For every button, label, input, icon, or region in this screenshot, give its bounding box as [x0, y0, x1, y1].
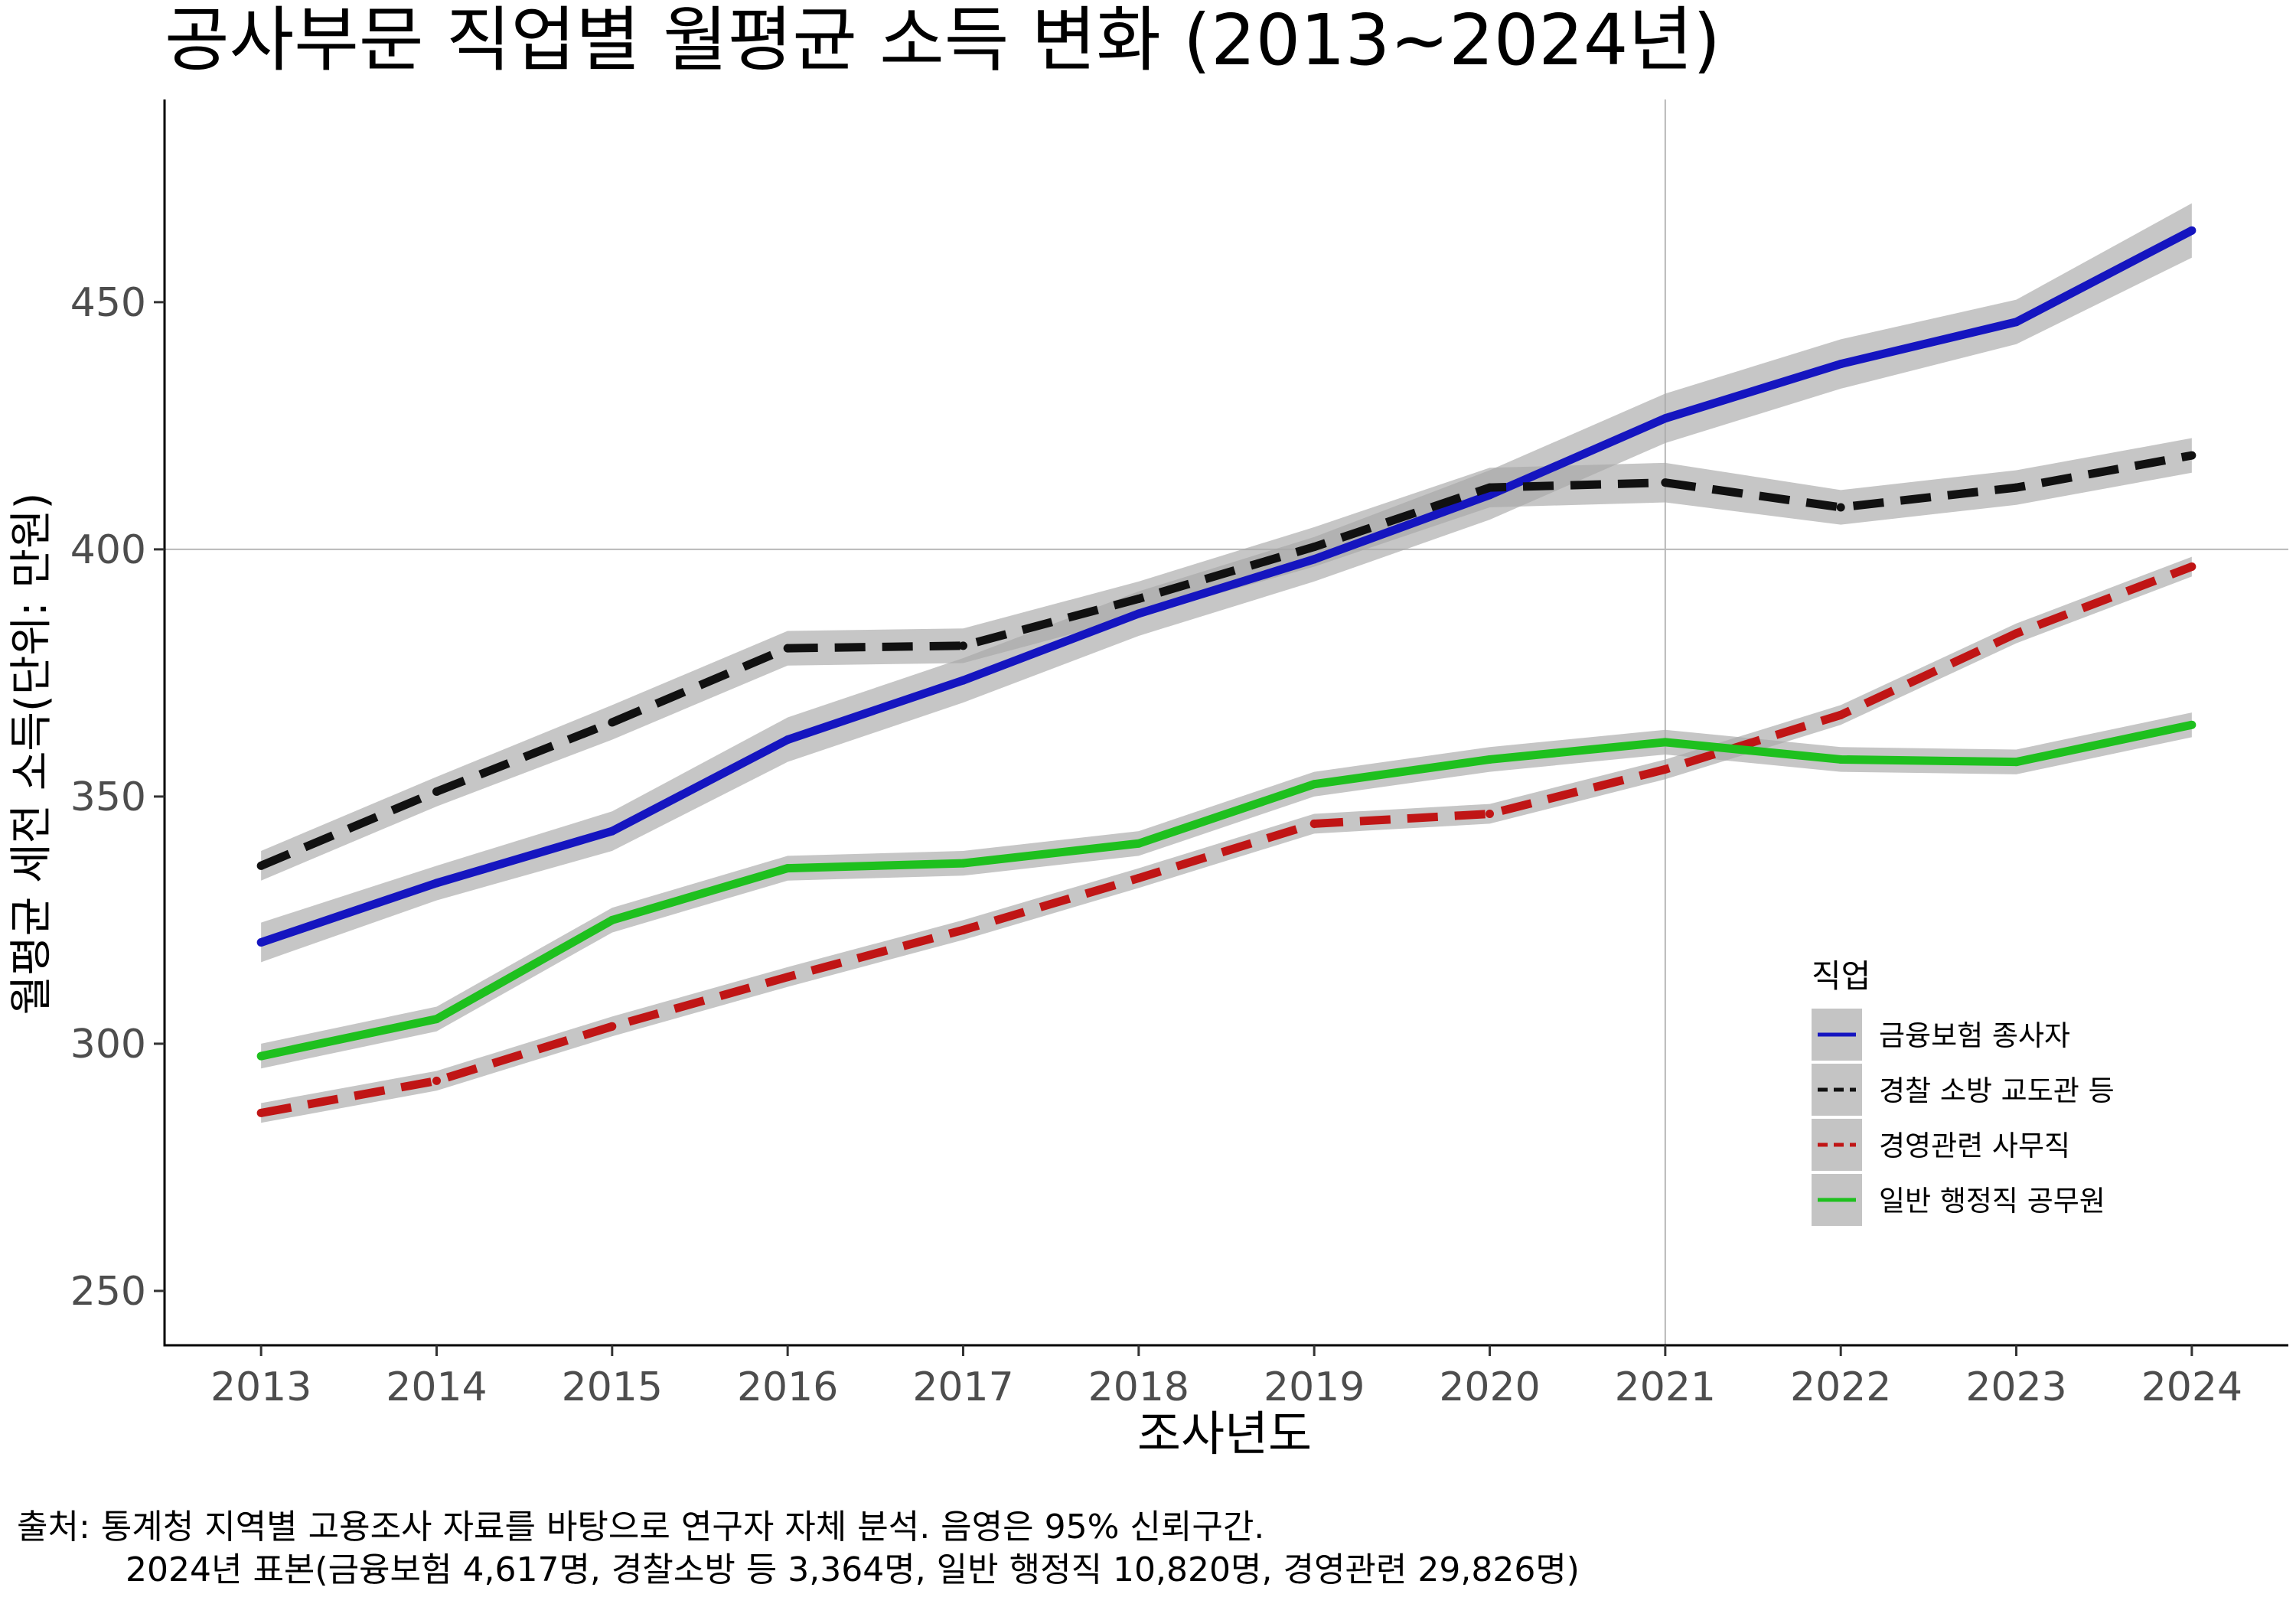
legend-title: 직업 — [1812, 957, 1870, 995]
data-point-s3-2016 — [783, 973, 792, 982]
data-point-s2-2014 — [432, 787, 441, 796]
data-point-s1-2020 — [1486, 491, 1495, 500]
data-point-s4-2023 — [2012, 758, 2021, 767]
data-point-s1-2022 — [1836, 360, 1845, 369]
data-point-s3-2020 — [1486, 810, 1495, 819]
data-point-s4-2020 — [1486, 755, 1495, 764]
x-tick-label-2024: 2024 — [2141, 1364, 2242, 1410]
data-point-s2-2019 — [1309, 543, 1319, 552]
confidence-band-4 — [261, 712, 2192, 1069]
data-point-s2-2016 — [783, 644, 792, 653]
data-point-s1-2021 — [1661, 414, 1670, 423]
data-point-s4-2019 — [1309, 780, 1319, 789]
y-tick-label-250: 250 — [70, 1269, 146, 1315]
data-point-s2-2021 — [1661, 478, 1670, 487]
caption-line-2: 2024년 표본(금융보험 4,617명, 경찰소방 등 3,364명, 일반 … — [126, 1550, 1580, 1589]
data-point-s1-2015 — [608, 826, 617, 836]
confidence-bands — [261, 203, 2192, 1123]
data-point-s1-2014 — [432, 878, 441, 888]
x-tick-label-2018: 2018 — [1088, 1364, 1189, 1410]
data-point-s4-2024 — [2187, 720, 2197, 729]
data-point-s3-2019 — [1309, 819, 1319, 828]
series-lines — [256, 226, 2197, 1117]
data-point-s2-2015 — [608, 718, 617, 727]
x-tick-label-2021: 2021 — [1615, 1364, 1716, 1410]
x-tick-label-2016: 2016 — [737, 1364, 838, 1410]
confidence-band-3 — [261, 556, 2192, 1123]
data-point-s4-2018 — [1134, 839, 1143, 848]
data-point-s3-2015 — [608, 1022, 617, 1031]
series-line-4 — [259, 720, 2193, 1061]
data-point-s1-2016 — [783, 735, 792, 745]
data-point-s1-2013 — [256, 937, 266, 947]
axes — [163, 99, 2288, 1347]
data-point-s3-2021 — [1661, 764, 1670, 774]
data-point-s2-2022 — [1836, 503, 1845, 512]
data-point-s2-2020 — [1486, 483, 1495, 492]
legend-label-4: 일반 행정직 공무원 — [1879, 1185, 2105, 1217]
x-tick-label-2019: 2019 — [1264, 1364, 1365, 1410]
data-point-s2-2018 — [1134, 594, 1143, 603]
data-point-s3-2024 — [2187, 562, 2197, 571]
chart-title: 공사부문 직업별 월평균 소득 변화 (2013~2024년) — [165, 0, 1720, 81]
data-point-s4-2013 — [256, 1051, 266, 1061]
y-tick-label-350: 350 — [70, 774, 146, 820]
data-point-s3-2023 — [2012, 629, 2021, 638]
x-tick-label-2014: 2014 — [386, 1364, 487, 1410]
x-tick-label-2023: 2023 — [1965, 1364, 2066, 1410]
reference-lines — [165, 99, 2288, 1345]
data-point-s4-2021 — [1661, 738, 1670, 747]
x-tick-label-2013: 2013 — [210, 1364, 311, 1410]
caption: 출처: 통계청 지역별 고용조사 자료를 바탕으로 연구자 자체 분석. 음영은… — [17, 1506, 1580, 1592]
x-tick-label-2017: 2017 — [912, 1364, 1013, 1410]
data-point-s3-2013 — [256, 1108, 266, 1117]
data-point-s4-2015 — [608, 915, 617, 924]
data-point-s2-2013 — [256, 861, 266, 870]
x-tick-label-2022: 2022 — [1790, 1364, 1891, 1410]
y-tick-label-400: 400 — [70, 527, 146, 573]
data-point-s3-2017 — [958, 925, 967, 934]
legend-label-2: 경찰 소방 교도관 등 — [1879, 1074, 2115, 1107]
data-point-s4-2017 — [958, 859, 967, 868]
x-tick-label-2015: 2015 — [562, 1364, 663, 1410]
series-line-1 — [259, 227, 2194, 947]
data-point-s3-2018 — [1134, 874, 1143, 882]
data-point-s4-2016 — [783, 864, 792, 873]
data-point-s4-2022 — [1836, 755, 1845, 764]
axis-ticks: 2013 2014 2015 2016 2017 2018 2019 2020 2021 2022… — [70, 280, 2242, 1410]
confidence-band-2 — [261, 438, 2192, 881]
data-point-s3-2022 — [1836, 710, 1845, 719]
series-line-3 — [260, 562, 2193, 1117]
data-point-s2-2024 — [2187, 451, 2197, 460]
data-point-s1-2017 — [958, 676, 967, 685]
data-point-s1-2018 — [1134, 609, 1143, 618]
data-point-s1-2024 — [2187, 226, 2197, 235]
data-point-s1-2019 — [1309, 555, 1319, 564]
y-axis-label: 월평균 세전 소득(단위: 만원) — [7, 493, 57, 1015]
legend-label-1: 금융보험 종사자 — [1879, 1019, 2070, 1052]
data-point-s2-2023 — [2012, 483, 2021, 492]
data-point-s2-2017 — [958, 641, 967, 650]
data-point-s1-2023 — [2012, 318, 2021, 327]
series-line-2 — [259, 451, 2193, 870]
y-tick-label-300: 300 — [70, 1022, 146, 1068]
caption-line-1: 출처: 통계청 지역별 고용조사 자료를 바탕으로 연구자 자체 분석. 음영은… — [17, 1508, 1265, 1547]
x-axis-label: 조사년도 — [1137, 1406, 1312, 1462]
y-tick-label-450: 450 — [70, 280, 146, 326]
data-point-s3-2014 — [432, 1076, 441, 1085]
legend-label-3: 경영관련 사무직 — [1879, 1129, 2070, 1162]
x-tick-label-2020: 2020 — [1439, 1364, 1540, 1410]
data-point-s4-2014 — [432, 1015, 441, 1024]
